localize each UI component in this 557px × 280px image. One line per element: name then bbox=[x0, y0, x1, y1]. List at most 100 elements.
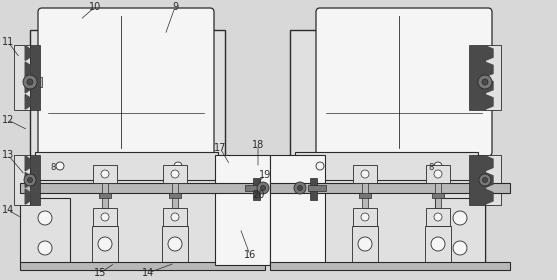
Circle shape bbox=[98, 237, 112, 251]
Polygon shape bbox=[25, 62, 30, 77]
Circle shape bbox=[38, 241, 52, 255]
Bar bbox=[426, 165, 450, 183]
Circle shape bbox=[24, 174, 36, 186]
Bar bbox=[471, 77, 485, 87]
Bar bbox=[172, 183, 178, 208]
Bar bbox=[99, 193, 111, 198]
Bar bbox=[93, 208, 117, 226]
Bar bbox=[485, 45, 501, 110]
Bar bbox=[435, 198, 485, 263]
Polygon shape bbox=[485, 95, 493, 109]
Circle shape bbox=[358, 237, 372, 251]
Bar bbox=[93, 165, 117, 183]
Bar bbox=[30, 30, 225, 265]
Polygon shape bbox=[25, 172, 30, 188]
Polygon shape bbox=[485, 78, 493, 93]
Circle shape bbox=[171, 170, 179, 178]
Bar bbox=[35, 152, 218, 180]
Circle shape bbox=[101, 170, 109, 178]
Text: 11: 11 bbox=[2, 37, 14, 47]
Text: 14: 14 bbox=[2, 205, 14, 215]
Circle shape bbox=[482, 178, 487, 183]
Bar bbox=[290, 30, 485, 265]
Bar bbox=[426, 208, 450, 226]
FancyBboxPatch shape bbox=[38, 8, 214, 156]
Bar bbox=[362, 183, 368, 208]
Text: 9: 9 bbox=[172, 2, 178, 12]
Polygon shape bbox=[25, 46, 30, 60]
Bar bbox=[28, 77, 42, 87]
Text: 8: 8 bbox=[50, 162, 56, 171]
Circle shape bbox=[294, 182, 306, 194]
Text: 10: 10 bbox=[89, 2, 101, 12]
Text: 14: 14 bbox=[142, 268, 154, 278]
Bar bbox=[270, 155, 325, 265]
Circle shape bbox=[257, 182, 269, 194]
Bar bbox=[353, 208, 377, 226]
Bar bbox=[14, 45, 30, 110]
Bar bbox=[245, 185, 263, 191]
Bar bbox=[469, 45, 485, 110]
Circle shape bbox=[56, 162, 64, 170]
Polygon shape bbox=[25, 95, 30, 109]
Circle shape bbox=[431, 237, 445, 251]
Circle shape bbox=[171, 213, 179, 221]
Text: 17: 17 bbox=[214, 143, 226, 153]
Circle shape bbox=[101, 213, 109, 221]
Bar bbox=[215, 155, 270, 265]
Bar bbox=[30, 155, 40, 205]
Circle shape bbox=[482, 79, 488, 85]
Bar bbox=[270, 262, 510, 270]
Text: 12: 12 bbox=[2, 115, 14, 125]
Circle shape bbox=[434, 170, 442, 178]
Circle shape bbox=[479, 174, 491, 186]
Bar bbox=[30, 45, 40, 110]
Circle shape bbox=[174, 162, 182, 170]
Text: 20: 20 bbox=[252, 190, 264, 200]
Circle shape bbox=[297, 186, 302, 190]
Polygon shape bbox=[485, 46, 493, 60]
Bar bbox=[353, 165, 377, 183]
Bar bbox=[169, 193, 181, 198]
Bar bbox=[485, 155, 501, 205]
Bar bbox=[14, 155, 30, 205]
Bar bbox=[432, 193, 444, 198]
Circle shape bbox=[168, 237, 182, 251]
Circle shape bbox=[261, 186, 266, 190]
Circle shape bbox=[38, 211, 52, 225]
Circle shape bbox=[361, 170, 369, 178]
Text: 13: 13 bbox=[2, 150, 14, 160]
Bar bbox=[20, 183, 260, 193]
Bar bbox=[310, 178, 317, 200]
Bar bbox=[163, 165, 187, 183]
Circle shape bbox=[23, 75, 37, 89]
Bar bbox=[295, 152, 478, 180]
Polygon shape bbox=[485, 172, 493, 188]
Circle shape bbox=[434, 213, 442, 221]
Bar bbox=[270, 183, 510, 193]
Polygon shape bbox=[485, 156, 493, 171]
Bar bbox=[308, 185, 326, 191]
Bar bbox=[20, 262, 265, 270]
Circle shape bbox=[361, 213, 369, 221]
Bar bbox=[102, 183, 108, 208]
Circle shape bbox=[434, 162, 442, 170]
Bar bbox=[469, 155, 485, 205]
Text: 19: 19 bbox=[259, 170, 271, 180]
Bar bbox=[163, 208, 187, 226]
Bar bbox=[435, 183, 441, 208]
Bar bbox=[92, 226, 118, 263]
Circle shape bbox=[316, 162, 324, 170]
Polygon shape bbox=[25, 156, 30, 171]
Polygon shape bbox=[485, 62, 493, 77]
FancyBboxPatch shape bbox=[316, 8, 492, 156]
Circle shape bbox=[453, 211, 467, 225]
Text: 8: 8 bbox=[428, 162, 434, 171]
Circle shape bbox=[27, 178, 32, 183]
Polygon shape bbox=[25, 78, 30, 93]
Bar bbox=[20, 198, 70, 263]
Bar bbox=[359, 193, 371, 198]
Text: 18: 18 bbox=[252, 140, 264, 150]
Bar bbox=[253, 178, 260, 200]
Bar bbox=[425, 226, 451, 263]
